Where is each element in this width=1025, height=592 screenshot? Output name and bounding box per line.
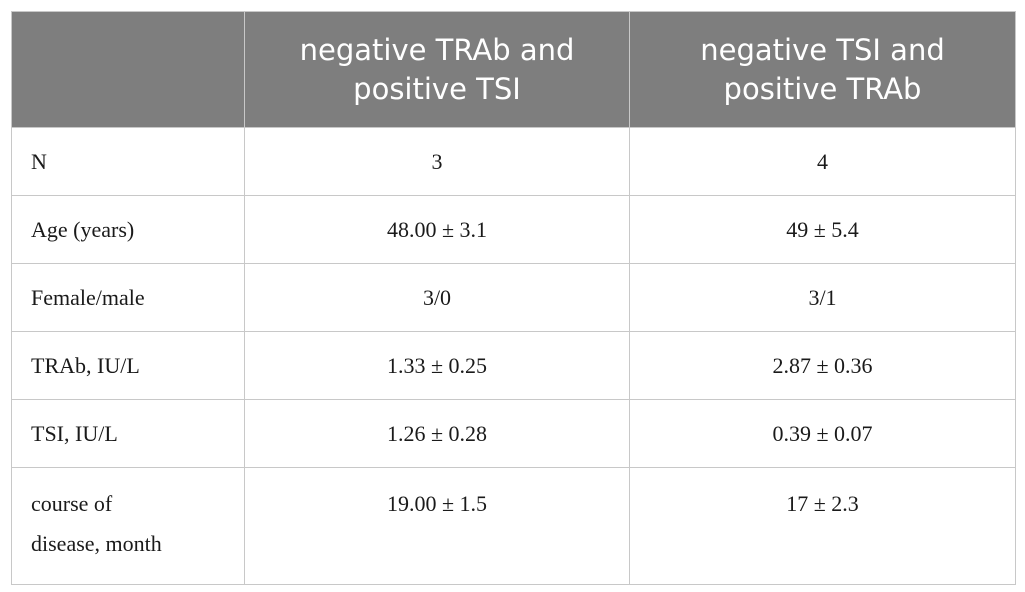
header-line: positive TSI	[353, 71, 521, 106]
cell-value: 3/1	[629, 263, 1016, 332]
table-row: Female/male 3/0 3/1	[11, 263, 1016, 332]
header-line: negative TRAb and	[299, 32, 575, 67]
header-negative-trab-positive-tsi: negative TRAb and positive TSI	[244, 11, 630, 128]
cell-value: 19.00 ± 1.5	[244, 467, 630, 585]
cell-value: 3	[244, 127, 630, 196]
table-row: N 3 4	[11, 127, 1016, 196]
cell-value: 2.87 ± 0.36	[629, 331, 1016, 400]
table-row: TRAb, IU/L 1.33 ± 0.25 2.87 ± 0.36	[11, 331, 1016, 400]
row-label-line: course of	[31, 491, 113, 516]
table-row: Age (years) 48.00 ± 3.1 49 ± 5.4	[11, 195, 1016, 264]
table-row: TSI, IU/L 1.26 ± 0.28 0.39 ± 0.07	[11, 399, 1016, 468]
cell-value: 1.33 ± 0.25	[244, 331, 630, 400]
cell-value: 1.26 ± 0.28	[244, 399, 630, 468]
row-label: TRAb, IU/L	[11, 331, 245, 400]
row-label: course of disease, month	[11, 467, 245, 585]
table-body: N 3 4 Age (years) 48.00 ± 3.1 49 ± 5.4 F…	[11, 127, 1016, 585]
row-label: Female/male	[11, 263, 245, 332]
header-line: positive TRAb	[723, 71, 922, 106]
table-row: course of disease, month 19.00 ± 1.5 17 …	[11, 467, 1016, 585]
cell-value: 49 ± 5.4	[629, 195, 1016, 264]
header-row: negative TRAb and positive TSI negative …	[11, 11, 1016, 128]
row-label: Age (years)	[11, 195, 245, 264]
cell-value: 17 ± 2.3	[629, 467, 1016, 585]
cell-value: 0.39 ± 0.07	[629, 399, 1016, 468]
row-label: N	[11, 127, 245, 196]
data-table: negative TRAb and positive TSI negative …	[11, 11, 1016, 585]
table-header: negative TRAb and positive TSI negative …	[11, 11, 1016, 128]
cell-value: 4	[629, 127, 1016, 196]
header-corner-cell	[11, 11, 245, 128]
cell-value: 3/0	[244, 263, 630, 332]
header-negative-tsi-positive-trab: negative TSI and positive TRAb	[629, 11, 1016, 128]
row-label: TSI, IU/L	[11, 399, 245, 468]
header-line: negative TSI and	[700, 32, 945, 67]
cell-value: 48.00 ± 3.1	[244, 195, 630, 264]
row-label-line: disease, month	[31, 531, 162, 556]
